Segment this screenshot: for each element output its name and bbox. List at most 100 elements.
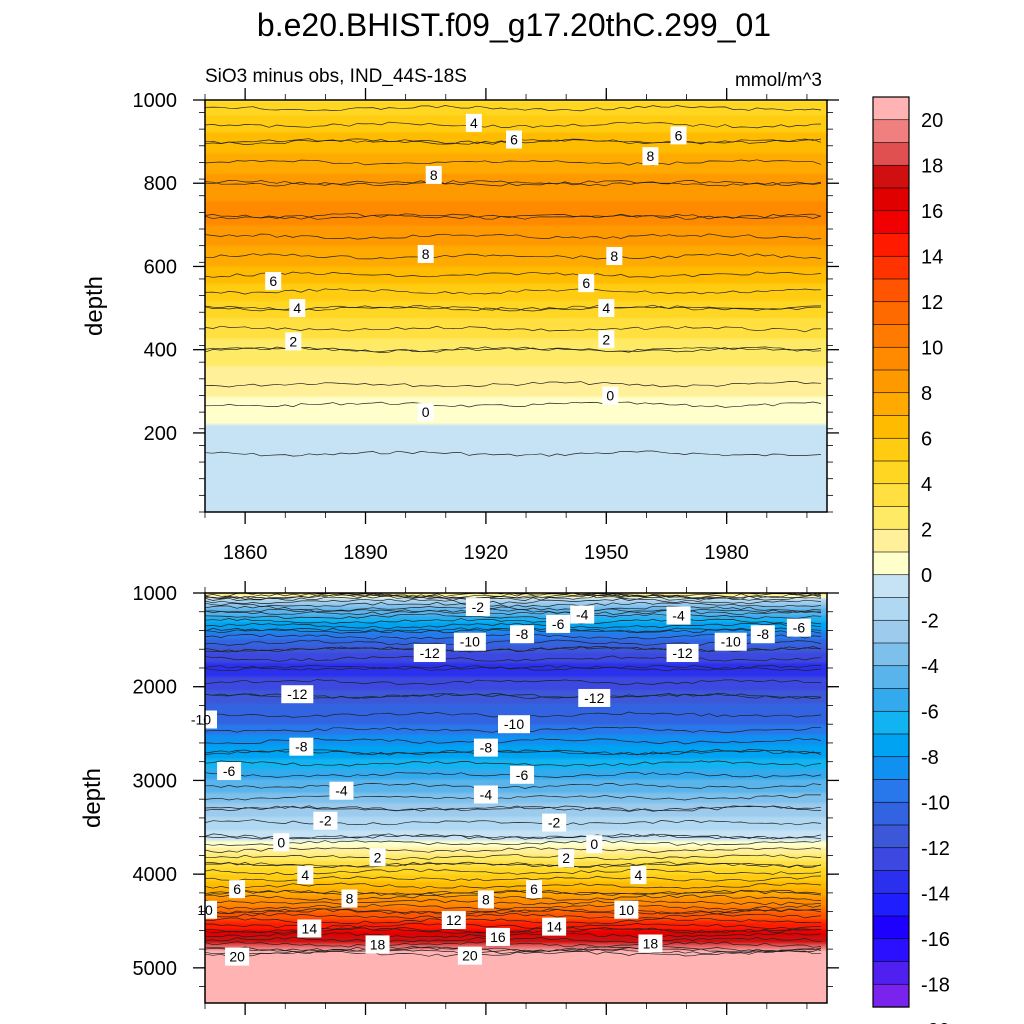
colorbar-tick-label: -6 — [921, 701, 939, 723]
contour-line — [205, 450, 822, 457]
contour-line — [205, 903, 822, 911]
colorbar-tick-label: 14 — [921, 246, 943, 268]
colorbar-tick-label: -14 — [921, 883, 950, 905]
contour-label-box — [417, 403, 434, 422]
colorbar-swatch — [872, 892, 910, 917]
y-tick-label: 1000 — [133, 583, 178, 605]
colorbar-swatch — [872, 187, 910, 212]
colorbar-tick-label: -10 — [921, 792, 950, 814]
contour-label-text: 20 — [462, 948, 478, 964]
contour-label: -12 — [281, 685, 314, 704]
contour-line — [205, 805, 822, 812]
colorbar-swatch — [872, 619, 910, 644]
contour-line — [205, 794, 821, 801]
colorbar-swatch — [872, 915, 910, 940]
colorbar-tick-label: -18 — [921, 974, 950, 996]
contour-line — [205, 594, 822, 601]
contour-line — [205, 899, 822, 906]
contour-label-text: 12 — [446, 912, 462, 928]
y-tick-label: 800 — [144, 173, 177, 195]
contour-line — [205, 894, 822, 901]
colorbar-swatch — [872, 233, 910, 257]
contour-label: 0 — [602, 386, 619, 405]
contour-label-box — [510, 625, 535, 644]
colorbar-tick-label: -2 — [921, 610, 939, 632]
contour-label: -8 — [289, 737, 314, 756]
colorbar-swatch — [872, 278, 910, 303]
colorbar-tick-label: 16 — [921, 201, 943, 223]
contour-label-box — [473, 738, 498, 757]
contour-label-box — [184, 710, 217, 729]
contour-label-box — [425, 165, 442, 184]
contour-label-text: 20 — [229, 949, 245, 965]
contour-label-box — [598, 299, 615, 318]
contour-line — [205, 233, 822, 240]
colorbar-swatch — [872, 938, 910, 963]
contour-label: -2 — [313, 811, 338, 830]
contour-label: -10 — [184, 710, 217, 729]
contour-label: 6 — [229, 880, 246, 899]
colorbar-swatch — [872, 961, 910, 985]
contour-label-box — [365, 935, 390, 954]
colorbar: 20181614121086420-2-4-6-8-10-12-14-16-18… — [872, 96, 950, 1024]
upper-y-axis-label: depth — [81, 276, 108, 336]
contour-label: 0 — [586, 835, 603, 854]
contour-label: 8 — [425, 165, 442, 184]
contour-label-box — [265, 272, 282, 291]
contour-label: -12 — [578, 688, 611, 707]
contour-line — [205, 288, 822, 295]
colorbar-tick-label: 8 — [921, 383, 932, 405]
contour-label-text: 8 — [647, 148, 655, 164]
contour-line — [205, 121, 822, 129]
contour-label-box — [542, 813, 567, 832]
contour-label: 2 — [598, 330, 615, 349]
contour-label: 8 — [606, 247, 623, 266]
contour-label-text: 10 — [619, 902, 635, 918]
contour-line — [205, 783, 822, 790]
contour-label-text: -12 — [287, 686, 307, 702]
colorbar-swatch — [872, 824, 910, 849]
contour-label-text: 6 — [675, 127, 683, 143]
contour-line — [205, 325, 822, 333]
contour-label: 8 — [341, 889, 358, 908]
contour-label: -8 — [750, 625, 775, 644]
contour-label-box — [510, 765, 535, 784]
contour-label: -12 — [666, 643, 699, 662]
y-tick-label: 2000 — [133, 677, 178, 699]
contour-label: 12 — [441, 911, 466, 930]
contour-label-text: 4 — [602, 300, 610, 316]
contour-label: 18 — [365, 935, 390, 954]
contour-label-box — [485, 927, 510, 946]
colorbar-swatch — [872, 870, 910, 894]
x-tick-label: 1860 — [223, 542, 268, 564]
lower-y-axis-label: depth — [79, 768, 106, 828]
colorbar-swatch — [872, 597, 910, 621]
contour-label-box — [289, 299, 306, 318]
contour-label-box — [225, 947, 250, 966]
contour-label: -12 — [413, 643, 446, 662]
contour-label-text: -10 — [191, 712, 211, 728]
contour-label: -4 — [570, 605, 595, 624]
contour-label-text: 0 — [277, 834, 285, 850]
contour-label-text: 0 — [422, 404, 430, 420]
contour-label-box — [614, 900, 639, 919]
contour-label: -8 — [473, 738, 498, 757]
x-tick-label: 1980 — [704, 542, 749, 564]
contour-label-text: 0 — [590, 836, 598, 852]
contour-label-text: 8 — [482, 891, 490, 907]
colorbar-swatch — [872, 210, 910, 235]
contour-label-box — [329, 781, 354, 800]
contour-label: 0 — [417, 403, 434, 422]
colorbar-swatch — [872, 301, 910, 326]
lower-plot-frame — [204, 592, 828, 1004]
contour-label-box — [602, 386, 619, 405]
colorbar-swatch — [872, 142, 910, 166]
colorbar-tick-label: 4 — [921, 474, 932, 496]
contour-label-text: 14 — [546, 919, 562, 935]
lower-panel: -2 -4-6-8-10-12-4-6-8-10-12-12 -12-10 -10-8… — [79, 581, 839, 1015]
colorbar-swatch — [872, 460, 910, 485]
colorbar-swatch — [872, 710, 910, 735]
contour-label-text: -6 — [552, 616, 565, 632]
contour-label: -6 — [786, 618, 811, 637]
contour-label-box — [786, 618, 811, 637]
